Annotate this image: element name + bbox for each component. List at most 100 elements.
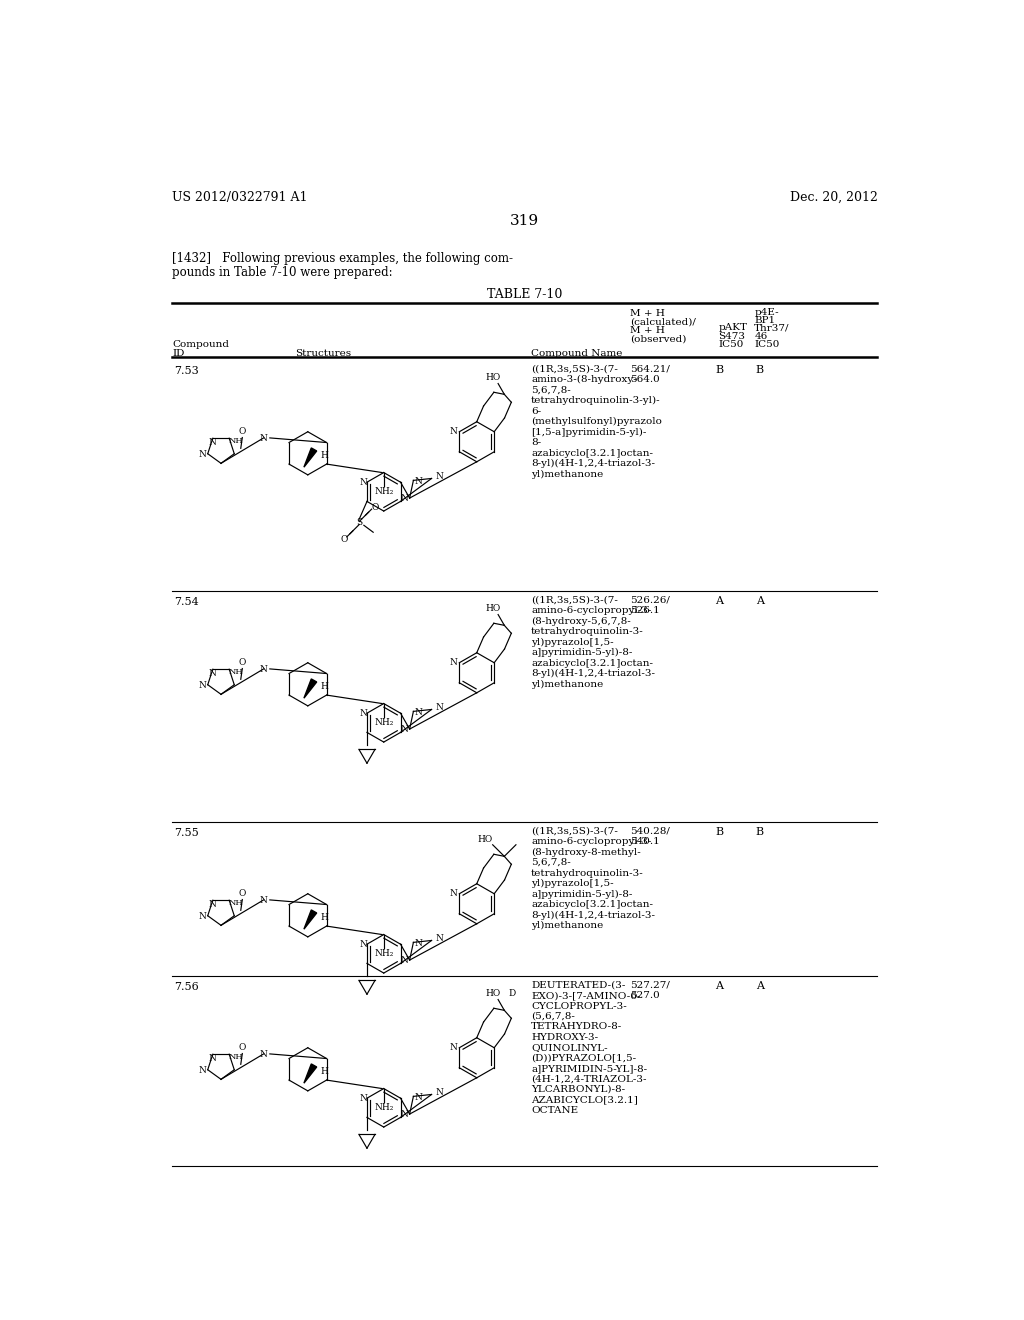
Text: TABLE 7-10: TABLE 7-10 xyxy=(487,288,562,301)
Text: H: H xyxy=(321,682,329,692)
Text: N: N xyxy=(450,890,457,898)
Text: N: N xyxy=(199,681,206,690)
Text: N: N xyxy=(359,1094,367,1102)
Text: A: A xyxy=(716,595,723,606)
Text: HO: HO xyxy=(485,603,501,612)
Text: N: N xyxy=(359,709,367,718)
Text: NH₂: NH₂ xyxy=(374,1104,393,1113)
Text: N: N xyxy=(450,1043,457,1052)
Text: 7.53: 7.53 xyxy=(174,367,200,376)
Text: ID: ID xyxy=(172,348,184,358)
Text: N: N xyxy=(435,704,443,713)
Text: ((1R,3s,5S)-3-(7-
amino-6-cyclopropyl-3-
(8-hydroxy-8-methyl-
5,6,7,8-
tetrahydr: ((1R,3s,5S)-3-(7- amino-6-cyclopropyl-3-… xyxy=(531,826,655,931)
Text: Compound Name: Compound Name xyxy=(531,348,623,358)
Text: N: N xyxy=(260,665,267,675)
Text: N: N xyxy=(260,1051,267,1059)
Text: US 2012/0322791 A1: US 2012/0322791 A1 xyxy=(172,190,307,203)
Polygon shape xyxy=(304,1064,316,1084)
Text: ((1R,3s,5S)-3-(7-
amino-3-(8-hydroxy-
5,6,7,8-
tetrahydroquinolin-3-yl)-
6-
(met: ((1R,3s,5S)-3-(7- amino-3-(8-hydroxy- 5,… xyxy=(531,364,662,479)
Text: 7.56: 7.56 xyxy=(174,982,200,993)
Text: N: N xyxy=(450,659,457,667)
Text: [1432]   Following previous examples, the following com-: [1432] Following previous examples, the … xyxy=(172,252,513,265)
Text: N: N xyxy=(400,494,409,503)
Text: NH: NH xyxy=(228,899,244,907)
Text: N: N xyxy=(400,1110,409,1119)
Text: N: N xyxy=(199,912,206,921)
Text: Dec. 20, 2012: Dec. 20, 2012 xyxy=(790,190,878,203)
Text: DEUTERATED-(3-
EXO)-3-[7-AMINO-6-
CYCLOPROPYL-3-
(5,6,7,8-
TETRAHYDRO-8-
HYDROXY: DEUTERATED-(3- EXO)-3-[7-AMINO-6- CYCLOP… xyxy=(531,981,647,1114)
Text: N: N xyxy=(199,1067,206,1074)
Text: A: A xyxy=(756,595,764,606)
Text: H: H xyxy=(321,913,329,923)
Text: HO: HO xyxy=(485,989,501,998)
Text: NH₂: NH₂ xyxy=(374,487,393,496)
Text: 46: 46 xyxy=(755,331,767,341)
Text: 540.28/
540.1: 540.28/ 540.1 xyxy=(630,826,670,846)
Text: B: B xyxy=(756,826,764,837)
Text: N: N xyxy=(450,428,457,436)
Text: N: N xyxy=(414,940,422,948)
Text: NH₂: NH₂ xyxy=(374,718,393,727)
Text: B: B xyxy=(716,364,724,375)
Text: 7.54: 7.54 xyxy=(174,597,200,607)
Text: 527.27/
527.0: 527.27/ 527.0 xyxy=(630,981,670,1001)
Text: S473: S473 xyxy=(719,331,745,341)
Text: BP1: BP1 xyxy=(755,317,775,325)
Text: N: N xyxy=(414,1093,422,1102)
Text: S: S xyxy=(356,519,362,528)
Text: M + H: M + H xyxy=(630,309,665,318)
Text: IC50: IC50 xyxy=(719,341,743,348)
Text: O: O xyxy=(239,657,246,667)
Text: IC50: IC50 xyxy=(755,341,779,348)
Text: D: D xyxy=(509,989,516,998)
Text: ((1R,3s,5S)-3-(7-
amino-6-cyclopropyl-3-
(8-hydroxy-5,6,7,8-
tetrahydroquinolin-: ((1R,3s,5S)-3-(7- amino-6-cyclopropyl-3-… xyxy=(531,595,655,689)
Text: 526.26/
526.1: 526.26/ 526.1 xyxy=(630,595,670,615)
Text: A: A xyxy=(716,981,723,991)
Polygon shape xyxy=(304,447,316,467)
Text: pounds in Table 7-10 were prepared:: pounds in Table 7-10 were prepared: xyxy=(172,267,393,280)
Text: O: O xyxy=(371,503,379,512)
Text: Compound: Compound xyxy=(172,341,229,348)
Text: N: N xyxy=(209,1053,217,1063)
Text: O: O xyxy=(239,426,246,436)
Text: N: N xyxy=(209,669,217,677)
Text: N: N xyxy=(400,956,409,965)
Text: A: A xyxy=(756,981,764,991)
Text: 564.21/
564.0: 564.21/ 564.0 xyxy=(630,364,670,384)
Text: Thr37/: Thr37/ xyxy=(755,323,790,333)
Text: N: N xyxy=(209,438,217,446)
Polygon shape xyxy=(304,909,316,929)
Text: N: N xyxy=(260,434,267,444)
Text: N: N xyxy=(435,935,443,944)
Text: M + H: M + H xyxy=(630,326,665,335)
Text: (observed): (observed) xyxy=(630,335,686,343)
Text: Structures: Structures xyxy=(295,348,351,358)
Text: N: N xyxy=(400,725,409,734)
Text: HO: HO xyxy=(485,372,501,381)
Polygon shape xyxy=(304,678,316,698)
Text: N: N xyxy=(435,473,443,482)
Text: O: O xyxy=(340,536,347,544)
Text: O: O xyxy=(239,1043,246,1052)
Text: (calculated)/: (calculated)/ xyxy=(630,318,696,327)
Text: B: B xyxy=(756,364,764,375)
Text: NH: NH xyxy=(228,668,244,676)
Text: NH: NH xyxy=(228,1052,244,1060)
Text: NH: NH xyxy=(228,437,244,445)
Text: N: N xyxy=(359,478,367,487)
Text: HO: HO xyxy=(477,834,493,843)
Text: N: N xyxy=(414,478,422,486)
Text: N: N xyxy=(414,709,422,717)
Text: N: N xyxy=(435,1089,443,1097)
Text: pAKT: pAKT xyxy=(719,323,748,333)
Text: N: N xyxy=(209,900,217,908)
Text: N: N xyxy=(199,450,206,459)
Text: 319: 319 xyxy=(510,214,540,228)
Text: N: N xyxy=(359,940,367,949)
Text: p4E-: p4E- xyxy=(755,308,779,317)
Text: 7.55: 7.55 xyxy=(174,829,200,838)
Text: O: O xyxy=(239,888,246,898)
Text: NH₂: NH₂ xyxy=(374,949,393,958)
Text: H: H xyxy=(321,1067,329,1076)
Text: B: B xyxy=(716,826,724,837)
